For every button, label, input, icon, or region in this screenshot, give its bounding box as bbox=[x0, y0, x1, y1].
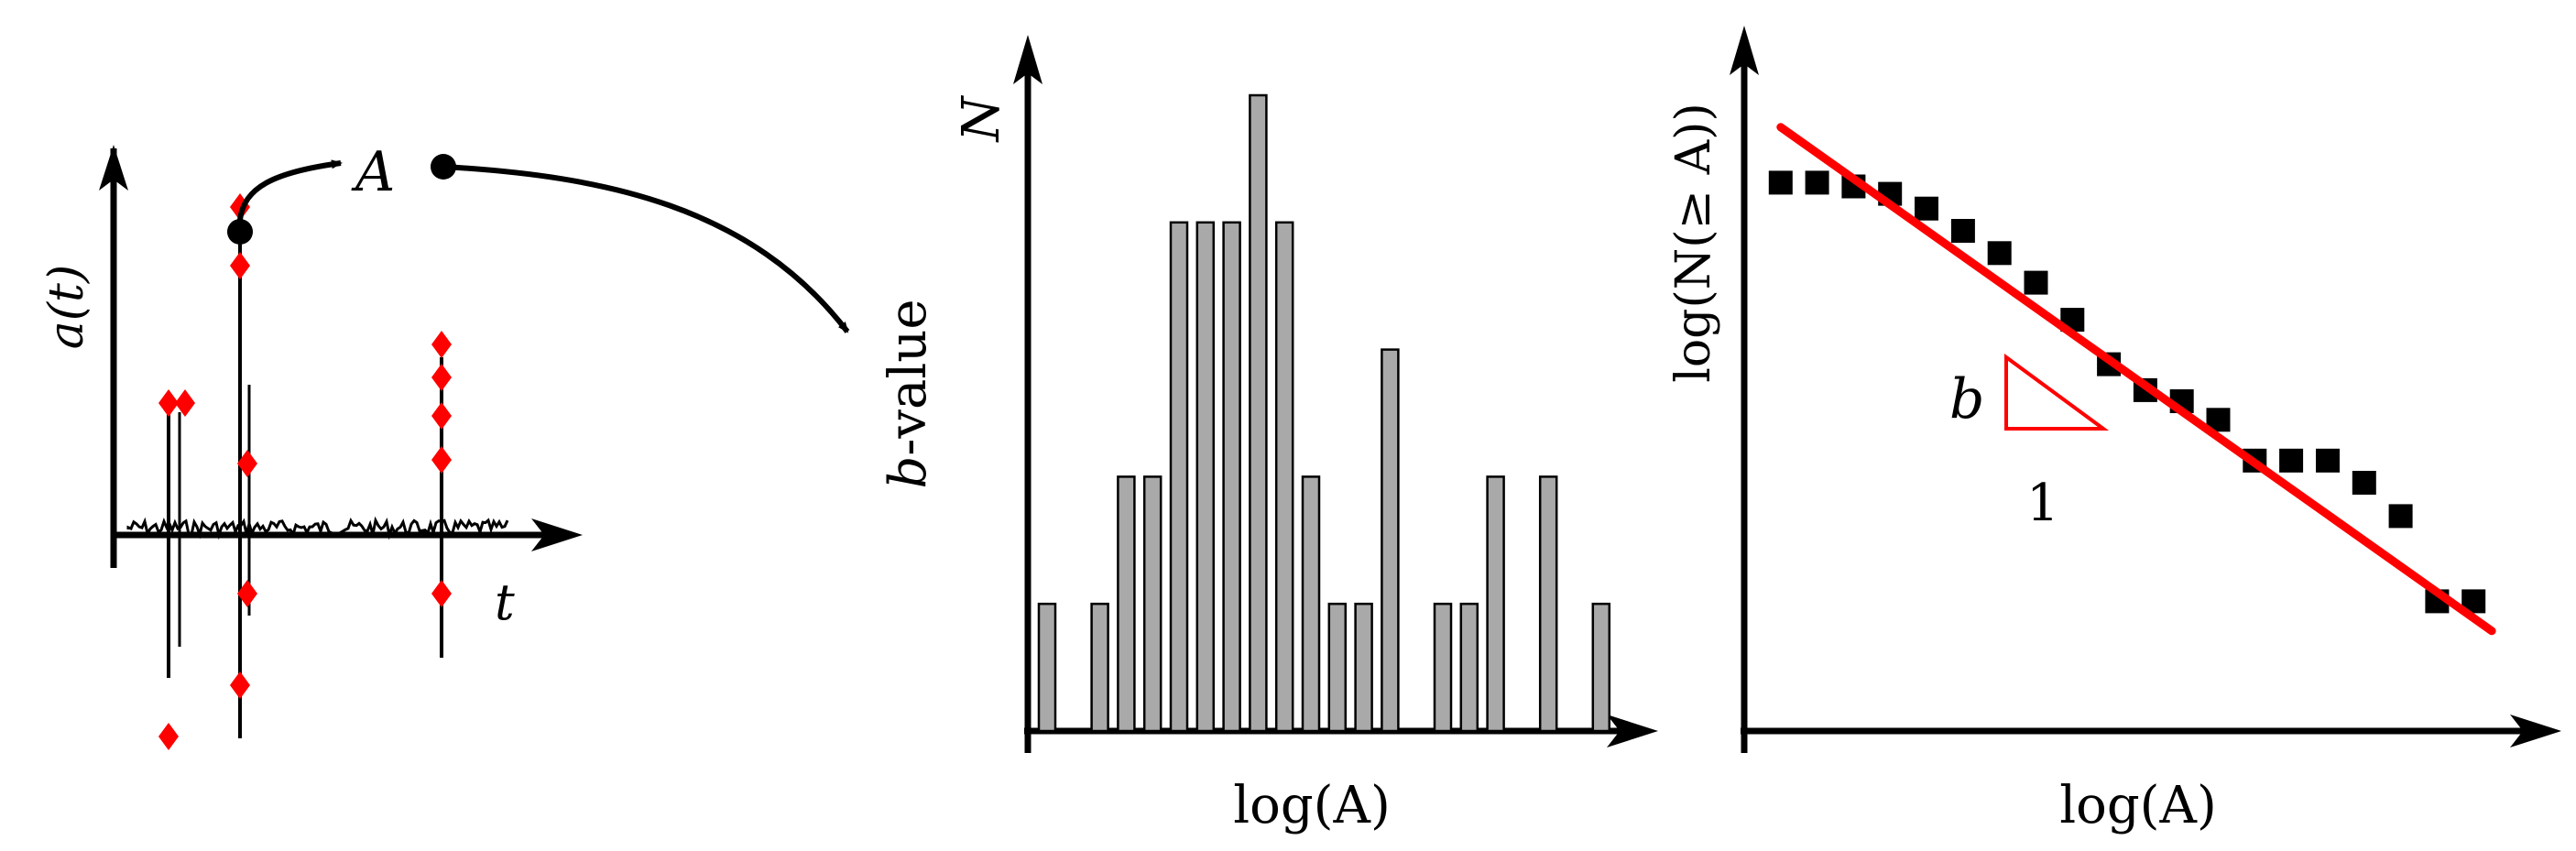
p3-x-label: log(A) bbox=[2059, 776, 2217, 835]
b-value-rest: -value bbox=[879, 300, 938, 456]
histogram-bar bbox=[1381, 348, 1400, 733]
p1-y-label: a(t) bbox=[39, 265, 94, 349]
peak-marker-diamond bbox=[431, 364, 452, 391]
histogram-bars bbox=[1037, 93, 1611, 733]
peak-marker-diamond bbox=[431, 331, 452, 358]
p3-y-axis-arrow bbox=[1730, 26, 1759, 75]
p2-y-axis-arrow bbox=[1013, 35, 1042, 84]
peak-marker-diamond bbox=[230, 671, 250, 699]
p2-y-label: N bbox=[952, 95, 1011, 144]
peak-marker-diamond bbox=[175, 389, 195, 417]
p1-x-label: t bbox=[495, 573, 515, 631]
histogram-bar bbox=[1037, 602, 1057, 733]
histogram-bar bbox=[1327, 602, 1348, 733]
b-value-italic: b bbox=[879, 456, 938, 489]
histogram-bar bbox=[1222, 221, 1241, 733]
scatter-point bbox=[2388, 504, 2413, 529]
scatter-point bbox=[2316, 448, 2340, 473]
peak-marker-diamond bbox=[431, 402, 452, 430]
peak-markers bbox=[158, 193, 452, 750]
peak-marker-diamond bbox=[237, 580, 257, 607]
peak-marker-diamond bbox=[158, 389, 179, 417]
slope-label: b bbox=[1949, 367, 1984, 431]
slope-triangle bbox=[2004, 354, 2110, 431]
peak-to-A-arrow bbox=[237, 159, 343, 221]
peak-marker-diamond bbox=[158, 723, 179, 750]
histogram-bar bbox=[1090, 602, 1109, 733]
histogram-panel: N log(A) bbox=[952, 35, 1658, 835]
b-value-label: b-value bbox=[879, 300, 938, 489]
amplitude-label: A bbox=[351, 140, 395, 204]
peak-dot bbox=[227, 219, 253, 245]
peak-marker-diamond bbox=[431, 580, 452, 607]
scatter-point bbox=[2024, 270, 2048, 295]
histogram-bar bbox=[1117, 475, 1136, 733]
scatter-point bbox=[1950, 219, 1975, 243]
p3-x-axis-arrow bbox=[2510, 715, 2561, 747]
scatter-point bbox=[1987, 241, 2012, 266]
histogram-bar bbox=[1538, 475, 1558, 733]
scatter-point bbox=[2352, 471, 2376, 495]
p1-y-axis-arrow bbox=[99, 145, 128, 191]
peak-marker-diamond bbox=[237, 450, 257, 477]
histogram-bar bbox=[1301, 475, 1321, 733]
scatter-point bbox=[2279, 448, 2304, 473]
histogram-bar bbox=[1169, 221, 1189, 733]
scatter-point bbox=[1805, 170, 1829, 195]
histogram-bar bbox=[1354, 602, 1373, 733]
peak-marker-diamond bbox=[230, 252, 250, 279]
signal-trace bbox=[126, 516, 509, 540]
fit-line bbox=[1776, 123, 2496, 636]
time-series-panel: A a(t) t b-value bbox=[39, 140, 938, 750]
p3-y-label: log(N(≥ A)) bbox=[1666, 103, 1721, 383]
p2-x-label: log(A) bbox=[1233, 776, 1391, 835]
A-to-bvalue-arrow bbox=[442, 164, 850, 333]
scatter-point bbox=[1915, 196, 1938, 221]
histogram-bar bbox=[1459, 602, 1479, 733]
cumulative-panel: b 1 log(N(≥ A)) log(A) bbox=[1666, 26, 2561, 835]
scatter-point bbox=[1768, 170, 1793, 195]
run-label: 1 bbox=[2026, 474, 2059, 533]
histogram-bar bbox=[1142, 475, 1162, 733]
histogram-bar bbox=[1433, 602, 1453, 733]
histogram-bar bbox=[1274, 221, 1294, 733]
p1-x-axis-arrow bbox=[531, 518, 583, 551]
histogram-bar bbox=[1249, 93, 1268, 733]
histogram-bar bbox=[1591, 602, 1611, 733]
peak-marker-diamond bbox=[431, 446, 452, 474]
p2-x-axis-arrow bbox=[1607, 715, 1658, 747]
histogram-bar bbox=[1486, 475, 1505, 733]
histogram-bar bbox=[1195, 221, 1216, 733]
